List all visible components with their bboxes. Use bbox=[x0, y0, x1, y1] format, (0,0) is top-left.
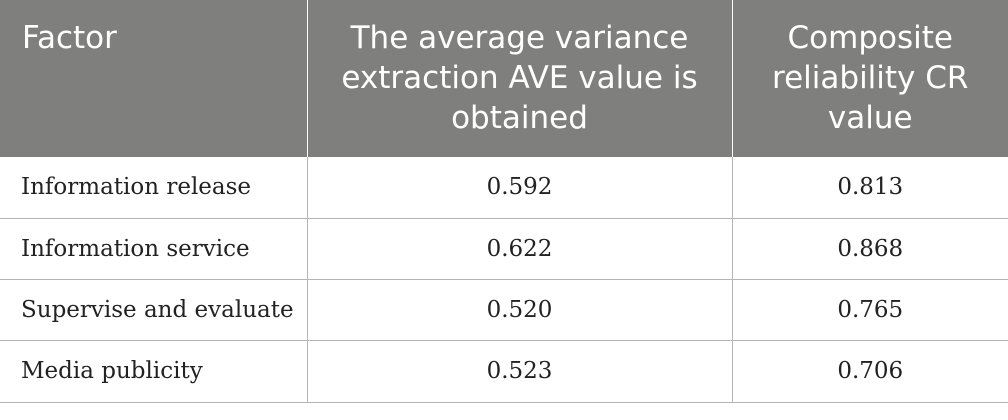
factor-cell: Media publicity bbox=[0, 340, 308, 403]
table-row: Information release 0.592 0.813 bbox=[0, 157, 1008, 219]
header-factor: Factor bbox=[0, 0, 308, 157]
header-row: Factor The average variance extraction A… bbox=[0, 0, 1008, 157]
cr-cell: 0.868 bbox=[732, 218, 1008, 280]
table-header: Factor The average variance extraction A… bbox=[0, 0, 1008, 157]
ave-cell: 0.592 bbox=[307, 157, 733, 219]
header-ave: The average variance extraction AVE valu… bbox=[307, 0, 733, 157]
factor-cell: Information service bbox=[0, 218, 308, 280]
table-row: Media publicity 0.523 0.706 bbox=[0, 340, 1008, 403]
cr-cell: 0.813 bbox=[732, 157, 1008, 219]
header-cr: Composite reliability CR value bbox=[732, 0, 1008, 157]
ave-cell: 0.622 bbox=[307, 218, 733, 280]
cr-cell: 0.765 bbox=[732, 279, 1008, 341]
table-body: Information release 0.592 0.813 Informat… bbox=[0, 157, 1008, 403]
factor-cell: Information release bbox=[0, 157, 308, 219]
cr-cell: 0.706 bbox=[732, 340, 1008, 403]
ave-cell: 0.520 bbox=[307, 279, 733, 341]
table-row: Supervise and evaluate 0.520 0.765 bbox=[0, 279, 1008, 341]
results-table: Factor The average variance extraction A… bbox=[0, 0, 1008, 403]
factor-cell: Supervise and evaluate bbox=[0, 279, 308, 341]
table-row: Information service 0.622 0.868 bbox=[0, 218, 1008, 280]
ave-cell: 0.523 bbox=[307, 340, 733, 403]
